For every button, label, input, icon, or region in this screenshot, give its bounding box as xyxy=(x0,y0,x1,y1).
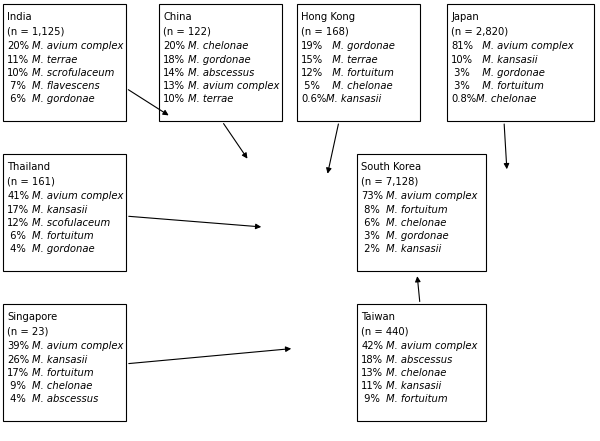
Text: 41%: 41% xyxy=(7,191,29,202)
Text: M. kansasii: M. kansasii xyxy=(326,94,382,105)
Text: M. chelonae: M. chelonae xyxy=(326,81,393,91)
Text: M. scofulaceum: M. scofulaceum xyxy=(32,218,110,228)
Text: M. gordonae: M. gordonae xyxy=(386,231,449,241)
Text: 13%: 13% xyxy=(361,368,383,378)
Text: China: China xyxy=(163,12,192,22)
Text: Thailand: Thailand xyxy=(7,162,50,172)
Text: 4%: 4% xyxy=(7,394,26,404)
Text: M. flavescens: M. flavescens xyxy=(32,81,100,91)
Text: 18%: 18% xyxy=(163,55,185,65)
Text: 9%: 9% xyxy=(7,381,26,391)
Text: M. kansasii: M. kansasii xyxy=(386,244,442,254)
Text: 3%: 3% xyxy=(451,68,470,78)
Text: 81%: 81% xyxy=(451,41,473,52)
Text: Singapore: Singapore xyxy=(7,312,58,322)
Text: 10%: 10% xyxy=(163,94,185,105)
Text: (n = 168): (n = 168) xyxy=(301,27,349,37)
Text: 5%: 5% xyxy=(301,81,320,91)
Text: Japan: Japan xyxy=(451,12,479,22)
Text: M. avium complex: M. avium complex xyxy=(476,41,574,52)
Text: M. gordonae: M. gordonae xyxy=(32,94,95,105)
Text: 6%: 6% xyxy=(7,231,26,241)
Text: 4%: 4% xyxy=(7,244,26,254)
Text: M. avium complex: M. avium complex xyxy=(32,41,124,52)
Text: 11%: 11% xyxy=(7,55,29,65)
Text: (n = 7,128): (n = 7,128) xyxy=(361,177,418,187)
Text: M. kansasii: M. kansasii xyxy=(32,205,88,215)
Text: 20%: 20% xyxy=(163,41,185,52)
Text: 20%: 20% xyxy=(7,41,29,52)
Text: M. fortuitum: M. fortuitum xyxy=(326,68,394,78)
Text: 6%: 6% xyxy=(361,218,380,228)
Text: M. chelonae: M. chelonae xyxy=(386,218,447,228)
Text: 12%: 12% xyxy=(7,218,29,228)
Text: 3%: 3% xyxy=(451,81,470,91)
Text: 0.8%: 0.8% xyxy=(451,94,476,105)
Text: M. fortuitum: M. fortuitum xyxy=(32,231,94,241)
Text: 17%: 17% xyxy=(7,205,29,215)
Text: Taiwan: Taiwan xyxy=(361,312,395,322)
Text: M. avium complex: M. avium complex xyxy=(386,341,478,351)
Text: M. chelonae: M. chelonae xyxy=(32,381,93,391)
Text: M. gordonae: M. gordonae xyxy=(188,55,251,65)
Text: 73%: 73% xyxy=(361,191,383,202)
Text: M. gordonae: M. gordonae xyxy=(476,68,545,78)
Text: M. gordonae: M. gordonae xyxy=(32,244,95,254)
Text: M. abscessus: M. abscessus xyxy=(32,394,99,404)
Text: (n = 440): (n = 440) xyxy=(361,327,409,337)
Text: (n = 1,125): (n = 1,125) xyxy=(7,27,65,37)
Text: 39%: 39% xyxy=(7,341,29,351)
Text: 8%: 8% xyxy=(361,205,380,215)
Text: 10%: 10% xyxy=(7,68,29,78)
Text: 11%: 11% xyxy=(361,381,383,391)
Text: M. avium complex: M. avium complex xyxy=(32,191,124,202)
Text: M. kansasii: M. kansasii xyxy=(476,55,538,65)
Text: 10%: 10% xyxy=(451,55,473,65)
Text: South Korea: South Korea xyxy=(361,162,421,172)
Text: 42%: 42% xyxy=(361,341,383,351)
Text: M. fortuitum: M. fortuitum xyxy=(476,81,544,91)
Text: M. fortuitum: M. fortuitum xyxy=(32,368,94,378)
Text: M. avium complex: M. avium complex xyxy=(32,341,124,351)
Text: M. fortuitum: M. fortuitum xyxy=(386,394,448,404)
Text: (n = 122): (n = 122) xyxy=(163,27,211,37)
Text: 3%: 3% xyxy=(361,231,380,241)
Text: M. chelonae: M. chelonae xyxy=(386,368,447,378)
Text: (n = 23): (n = 23) xyxy=(7,327,49,337)
Text: India: India xyxy=(7,12,32,22)
Text: M. abscessus: M. abscessus xyxy=(188,68,255,78)
Text: M. terrae: M. terrae xyxy=(188,94,234,105)
Text: 12%: 12% xyxy=(301,68,323,78)
Text: 7%: 7% xyxy=(7,81,26,91)
Text: M. fortuitum: M. fortuitum xyxy=(386,205,448,215)
Text: M. kansasii: M. kansasii xyxy=(32,355,88,365)
Text: M. abscessus: M. abscessus xyxy=(386,355,453,365)
Text: 6%: 6% xyxy=(7,94,26,105)
Text: M. avium complex: M. avium complex xyxy=(188,81,280,91)
Text: 15%: 15% xyxy=(301,55,323,65)
Text: M. avium complex: M. avium complex xyxy=(386,191,478,202)
Text: (n = 2,820): (n = 2,820) xyxy=(451,27,508,37)
Text: 18%: 18% xyxy=(361,355,383,365)
Text: 14%: 14% xyxy=(163,68,185,78)
Text: 13%: 13% xyxy=(163,81,185,91)
Text: M. chelonae: M. chelonae xyxy=(476,94,537,105)
Text: 17%: 17% xyxy=(7,368,29,378)
Text: 9%: 9% xyxy=(361,394,380,404)
Text: 2%: 2% xyxy=(361,244,380,254)
Text: 26%: 26% xyxy=(7,355,29,365)
Text: (n = 161): (n = 161) xyxy=(7,177,55,187)
Text: 0.6%: 0.6% xyxy=(301,94,326,105)
Text: M. terrae: M. terrae xyxy=(326,55,378,65)
Text: M. chelonae: M. chelonae xyxy=(188,41,249,52)
Text: Hong Kong: Hong Kong xyxy=(301,12,355,22)
Text: M. gordonae: M. gordonae xyxy=(326,41,395,52)
Text: M. scrofulaceum: M. scrofulaceum xyxy=(32,68,115,78)
Text: M. terrae: M. terrae xyxy=(32,55,78,65)
Text: 19%: 19% xyxy=(301,41,323,52)
Text: M. kansasii: M. kansasii xyxy=(386,381,442,391)
